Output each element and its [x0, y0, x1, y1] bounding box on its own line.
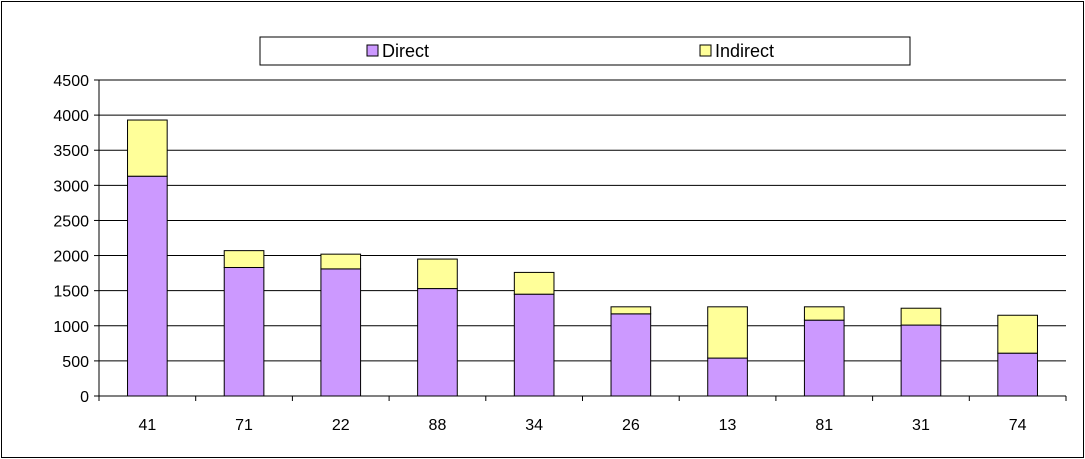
x-tick-label: 13 [719, 417, 737, 434]
legend-swatch-direct [366, 44, 379, 57]
y-tick-label: 4000 [53, 108, 89, 125]
bar-indirect-31 [900, 307, 942, 326]
legend-label-indirect: Indirect [715, 41, 774, 61]
x-tick-label: 22 [332, 417, 350, 434]
bar-direct-31 [900, 324, 942, 397]
bar-indirect-34 [513, 271, 555, 295]
legend: Direct Indirect [259, 36, 911, 66]
y-tick-label: 500 [62, 354, 89, 371]
bar-indirect-41 [127, 119, 168, 177]
y-tick-label: 0 [80, 389, 89, 406]
bar-direct-74 [997, 352, 1038, 397]
bar-indirect-22 [320, 253, 362, 270]
x-tick-label: 26 [622, 417, 640, 434]
bar-direct-41 [127, 175, 168, 397]
bar-indirect-26 [610, 306, 652, 315]
x-tick-label: 74 [1009, 417, 1027, 434]
y-tick-label: 1500 [53, 284, 89, 301]
x-tick-label: 41 [138, 417, 156, 434]
bar-direct-71 [223, 266, 265, 397]
x-tick-label: 34 [525, 417, 543, 434]
bar-direct-81 [803, 319, 845, 397]
bar-indirect-74 [997, 314, 1038, 354]
bar-indirect-13 [707, 306, 748, 359]
bar-indirect-71 [223, 250, 265, 268]
x-tick-label: 71 [235, 417, 253, 434]
x-tick-label: 88 [429, 417, 447, 434]
x-tick-label: 31 [912, 417, 930, 434]
x-tick-label: 81 [815, 417, 833, 434]
axes: 0 500 1000 1500 2000 2500 3000 3500 4000 4500 41 71… [53, 73, 1067, 434]
bar-direct-22 [320, 268, 362, 397]
legend-label-direct: Direct [382, 41, 429, 61]
bar-indirect-88 [417, 258, 458, 290]
bar-indirect-81 [803, 306, 845, 321]
y-tick-label: 2500 [53, 213, 89, 230]
y-tick-label: 2000 [53, 249, 89, 266]
legend-swatch-indirect [699, 44, 712, 57]
bar-direct-88 [417, 288, 458, 397]
bar-direct-26 [610, 313, 652, 397]
bar-direct-13 [707, 357, 748, 397]
bars [127, 119, 1038, 397]
y-tick-label: 1000 [53, 319, 89, 336]
bar-direct-34 [513, 293, 555, 397]
y-tick-label: 3000 [53, 178, 89, 195]
legend-box [259, 36, 911, 66]
y-tick-label: 3500 [53, 143, 89, 160]
y-tick-label: 4500 [53, 73, 89, 90]
